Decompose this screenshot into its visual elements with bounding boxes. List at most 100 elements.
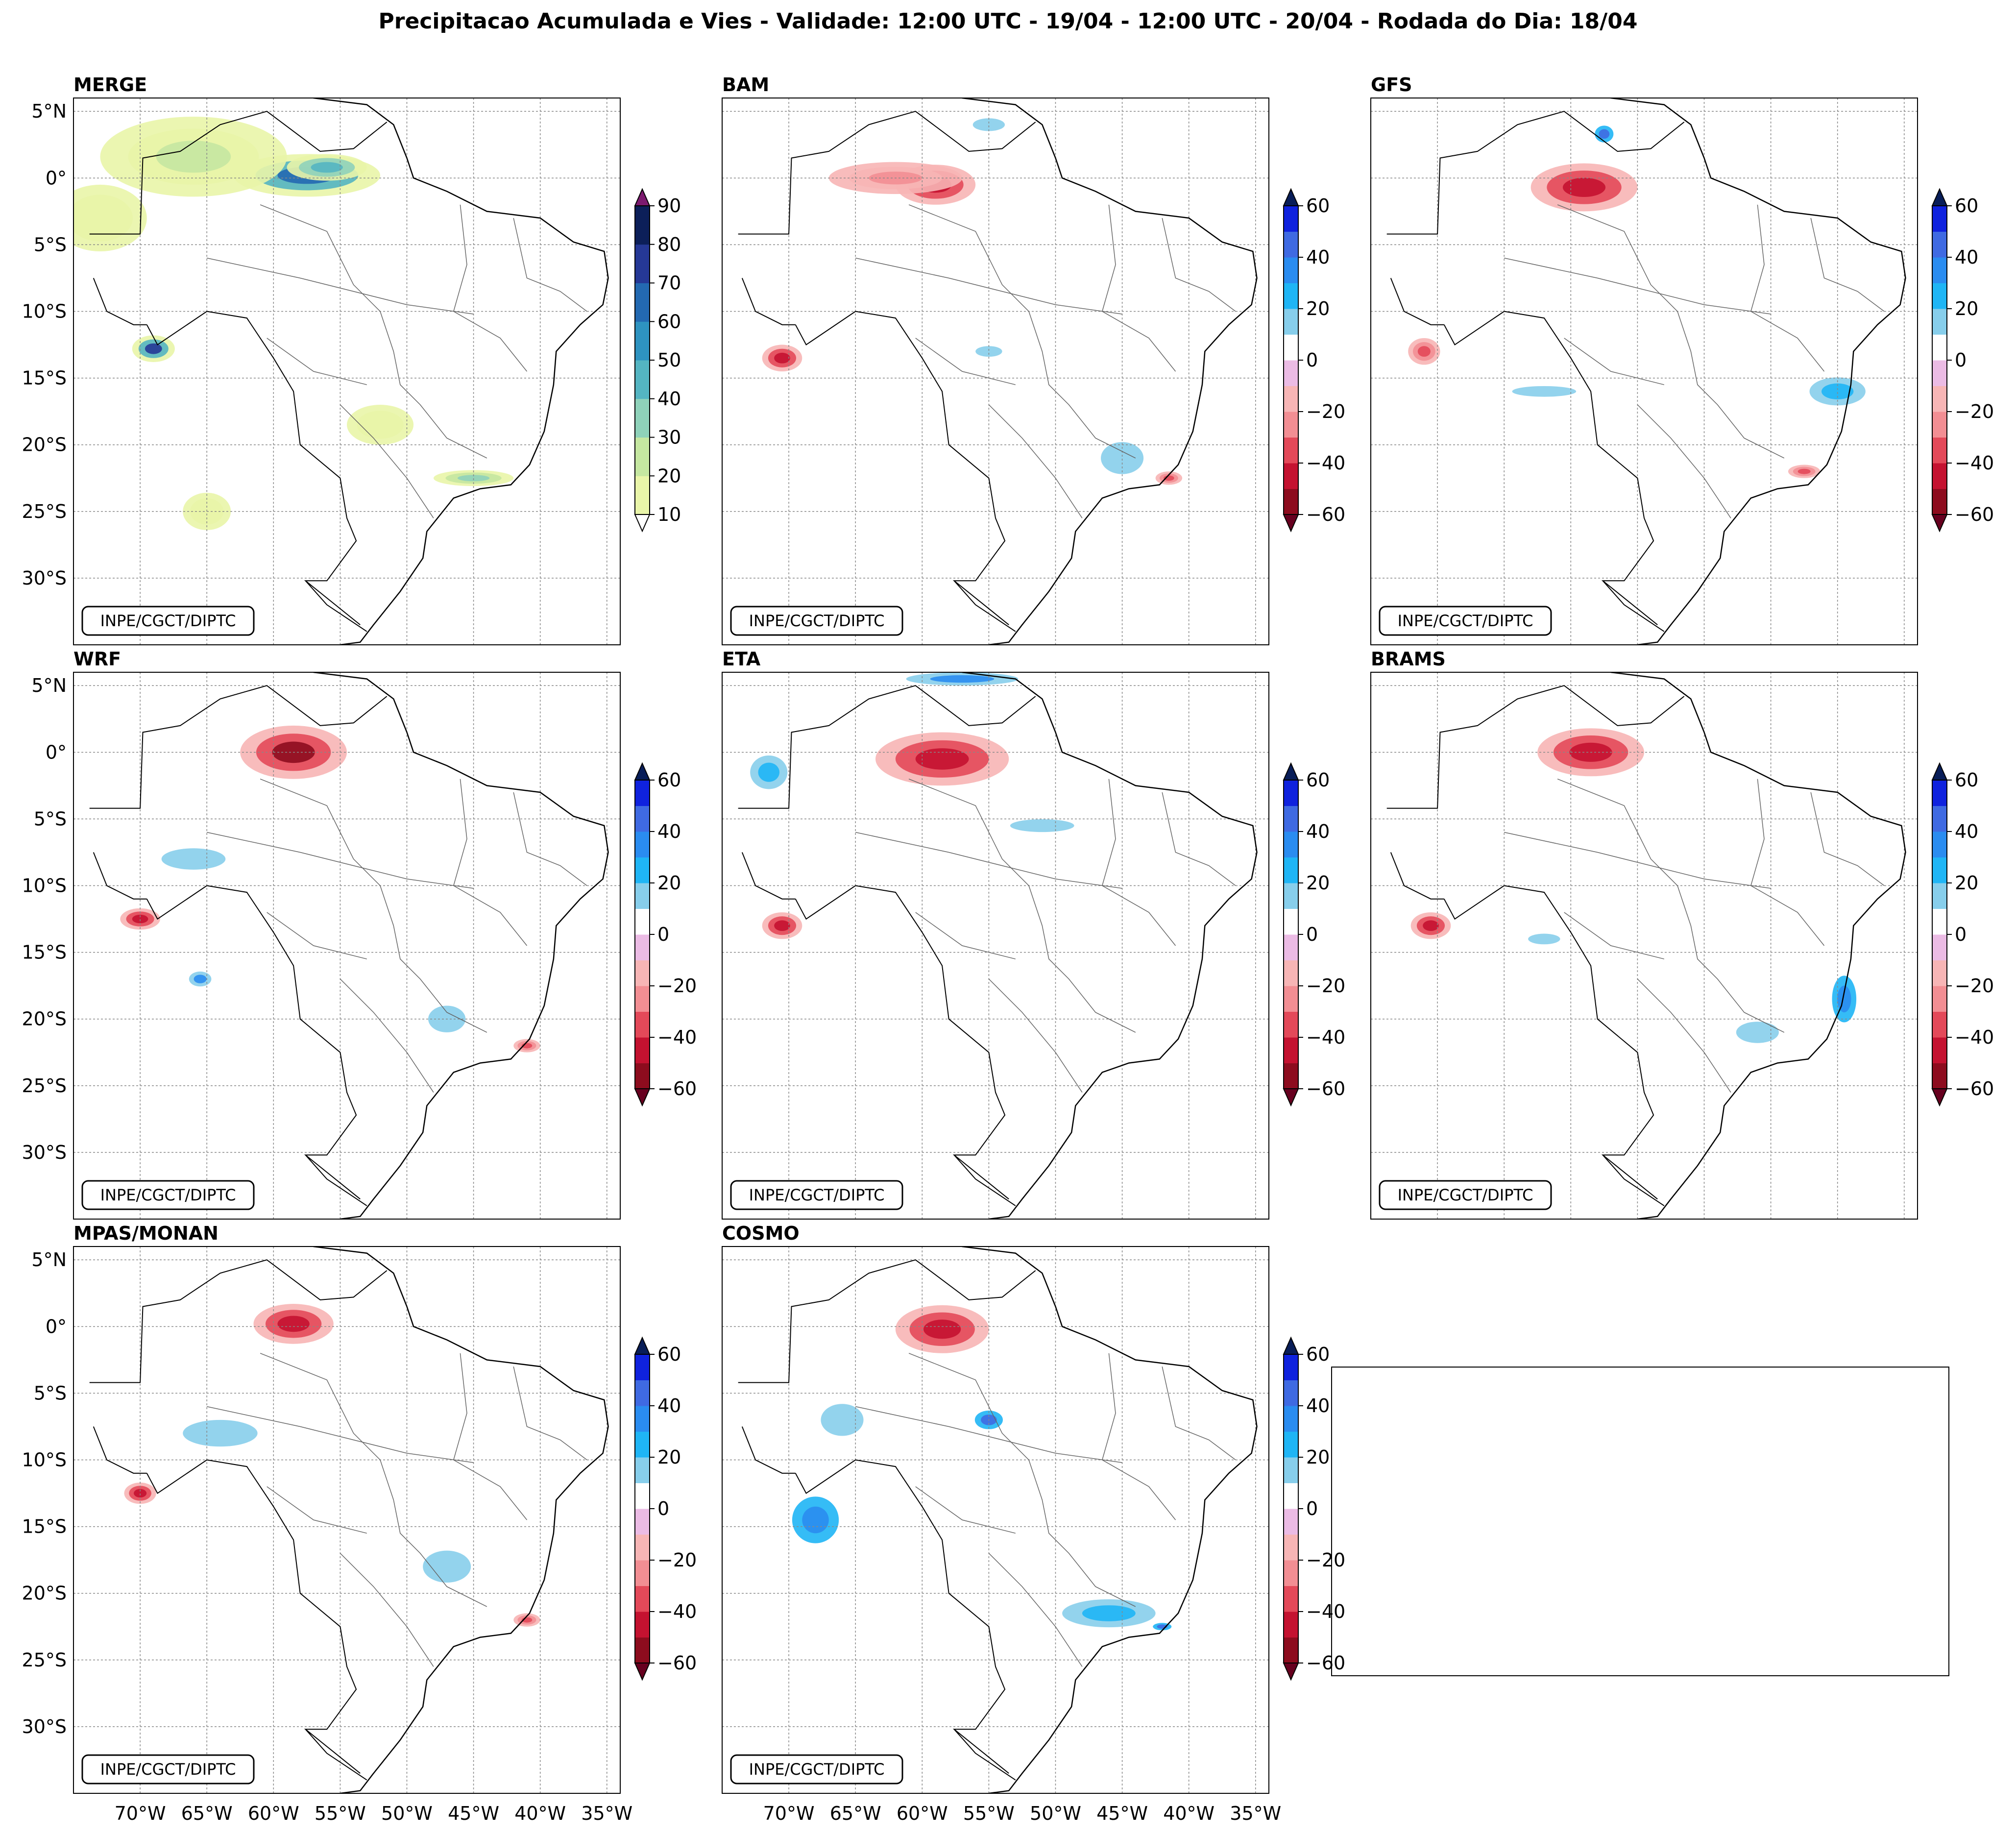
colorbar-tick-label: 40 <box>657 1395 681 1417</box>
lat-tick-label: 5°S <box>34 234 67 255</box>
lat-tick-label: 5°S <box>34 1382 67 1404</box>
map-frame <box>73 98 621 645</box>
state-border <box>260 204 487 459</box>
lon-tick-label: 35°W <box>581 1803 632 1824</box>
colorbar-tick-label: −20 <box>1955 401 1994 422</box>
colorbar-segment <box>1284 1483 1298 1509</box>
field-blob <box>161 848 226 870</box>
colorbar-tick-label: −60 <box>1306 1652 1345 1674</box>
colorbar-segment <box>1932 806 1947 832</box>
lat-tick-label: 20°S <box>22 434 67 456</box>
field-blob <box>366 416 394 433</box>
credit-label: INPE/CGCT/DIPTC <box>749 1760 885 1779</box>
colorbar-extend-min <box>634 1663 651 1681</box>
credit-label: INPE/CGCT/DIPTC <box>100 1186 236 1204</box>
panel-title: MPAS/MONAN <box>73 1223 219 1244</box>
lon-tick-label: 50°W <box>381 1803 433 1824</box>
colorbar-tick-label: 50 <box>657 349 681 371</box>
coastline <box>313 98 609 645</box>
country-border <box>93 1426 147 1474</box>
state-border <box>267 1486 367 1534</box>
state-border <box>1162 1366 1236 1461</box>
colorbar-tick-label: −40 <box>1955 1027 1994 1048</box>
colorbar-segment <box>635 1063 650 1089</box>
field-blob <box>972 118 1005 131</box>
colorbar-tick-label: 40 <box>657 388 681 410</box>
map-content <box>1371 672 1918 1219</box>
country-border <box>953 1729 1016 1781</box>
map-content <box>1371 98 1918 645</box>
state-border <box>1101 204 1176 372</box>
colorbar-segment <box>1284 1380 1298 1406</box>
field-blob <box>194 975 207 983</box>
state-border <box>267 338 367 385</box>
map-content <box>722 672 1269 1219</box>
colorbar-tick-label: 80 <box>657 234 681 255</box>
state-border <box>260 779 487 1033</box>
colorbar-segment <box>1932 780 1947 806</box>
country-border <box>1390 852 1444 900</box>
field-blob <box>1101 442 1144 474</box>
country-border <box>305 1154 367 1206</box>
lon-tick-label: 45°W <box>448 1803 499 1824</box>
colorbar-segment <box>635 1354 650 1380</box>
colorbar-tick-label: 60 <box>1306 195 1330 217</box>
colorbar-segment <box>1932 412 1947 438</box>
colorbar-segment <box>635 780 650 806</box>
state-border <box>1810 792 1885 886</box>
country-border <box>1602 1154 1665 1206</box>
colorbar-segment <box>1284 1406 1298 1432</box>
lon-tick-label: 65°W <box>830 1803 881 1824</box>
colorbar-tick-label: 10 <box>657 504 681 525</box>
lat-tick-label: 30°S <box>22 1142 67 1163</box>
country-border <box>93 852 147 900</box>
country-border <box>738 111 1036 235</box>
state-border <box>1564 912 1664 959</box>
credit-box <box>1379 1180 1552 1210</box>
field-blob <box>311 162 343 173</box>
field-blob <box>1423 920 1439 931</box>
colorbar-segment <box>1284 1354 1298 1380</box>
colorbar: 60 40 20 0 −20 −40 −60 <box>1283 188 1345 533</box>
colorbar-segment <box>1284 883 1298 909</box>
colorbar-extend-max <box>1931 762 1948 781</box>
country-border <box>305 580 367 632</box>
colorbar-segment <box>1284 986 1298 1012</box>
colorbar-segment <box>635 986 650 1012</box>
colorbar-segment <box>635 1560 650 1586</box>
colorbar-tick-label: 0 <box>1306 924 1318 945</box>
colorbar-tick-label: −40 <box>657 1027 697 1048</box>
colorbar-segment <box>635 1637 650 1663</box>
colorbar-tick-label: 20 <box>1306 872 1330 894</box>
state-border <box>1504 831 1771 889</box>
field-blob <box>1082 1605 1136 1621</box>
credit-label: INPE/CGCT/DIPTC <box>749 1186 885 1204</box>
colorbar-segment <box>635 1612 650 1638</box>
colorbar-tick-label: −60 <box>657 1652 697 1674</box>
field-blob <box>1822 383 1854 400</box>
colorbar-tick-label: 40 <box>1306 821 1330 842</box>
colorbar-segment <box>1284 489 1298 515</box>
state-border <box>1637 404 1731 518</box>
colorbar-tick-label: −20 <box>657 975 697 997</box>
lat-tick-label: 25°S <box>22 1075 67 1097</box>
country-border <box>738 1259 1036 1383</box>
colorbar-segment <box>635 206 650 245</box>
colorbar-segment <box>1284 1011 1298 1038</box>
state-border <box>915 912 1016 959</box>
colorbar-segment <box>1284 1560 1298 1586</box>
field-blob <box>457 475 490 482</box>
state-border <box>855 831 1122 889</box>
coastline <box>961 1247 1258 1793</box>
credit-label: INPE/CGCT/DIPTC <box>1398 611 1533 630</box>
colorbar-extend-min <box>1283 514 1299 533</box>
credit-box <box>730 1180 903 1210</box>
lat-tick-label: 10°S <box>22 1449 67 1471</box>
colorbar: 60 40 20 0 −20 −40 −60 <box>1931 188 1994 533</box>
credit-box <box>81 606 255 636</box>
colorbar-segment <box>1932 883 1947 909</box>
colorbar-tick-label: 20 <box>1306 298 1330 319</box>
map-content <box>722 98 1269 645</box>
state-border <box>207 831 474 889</box>
colorbar-segment <box>1284 412 1298 438</box>
